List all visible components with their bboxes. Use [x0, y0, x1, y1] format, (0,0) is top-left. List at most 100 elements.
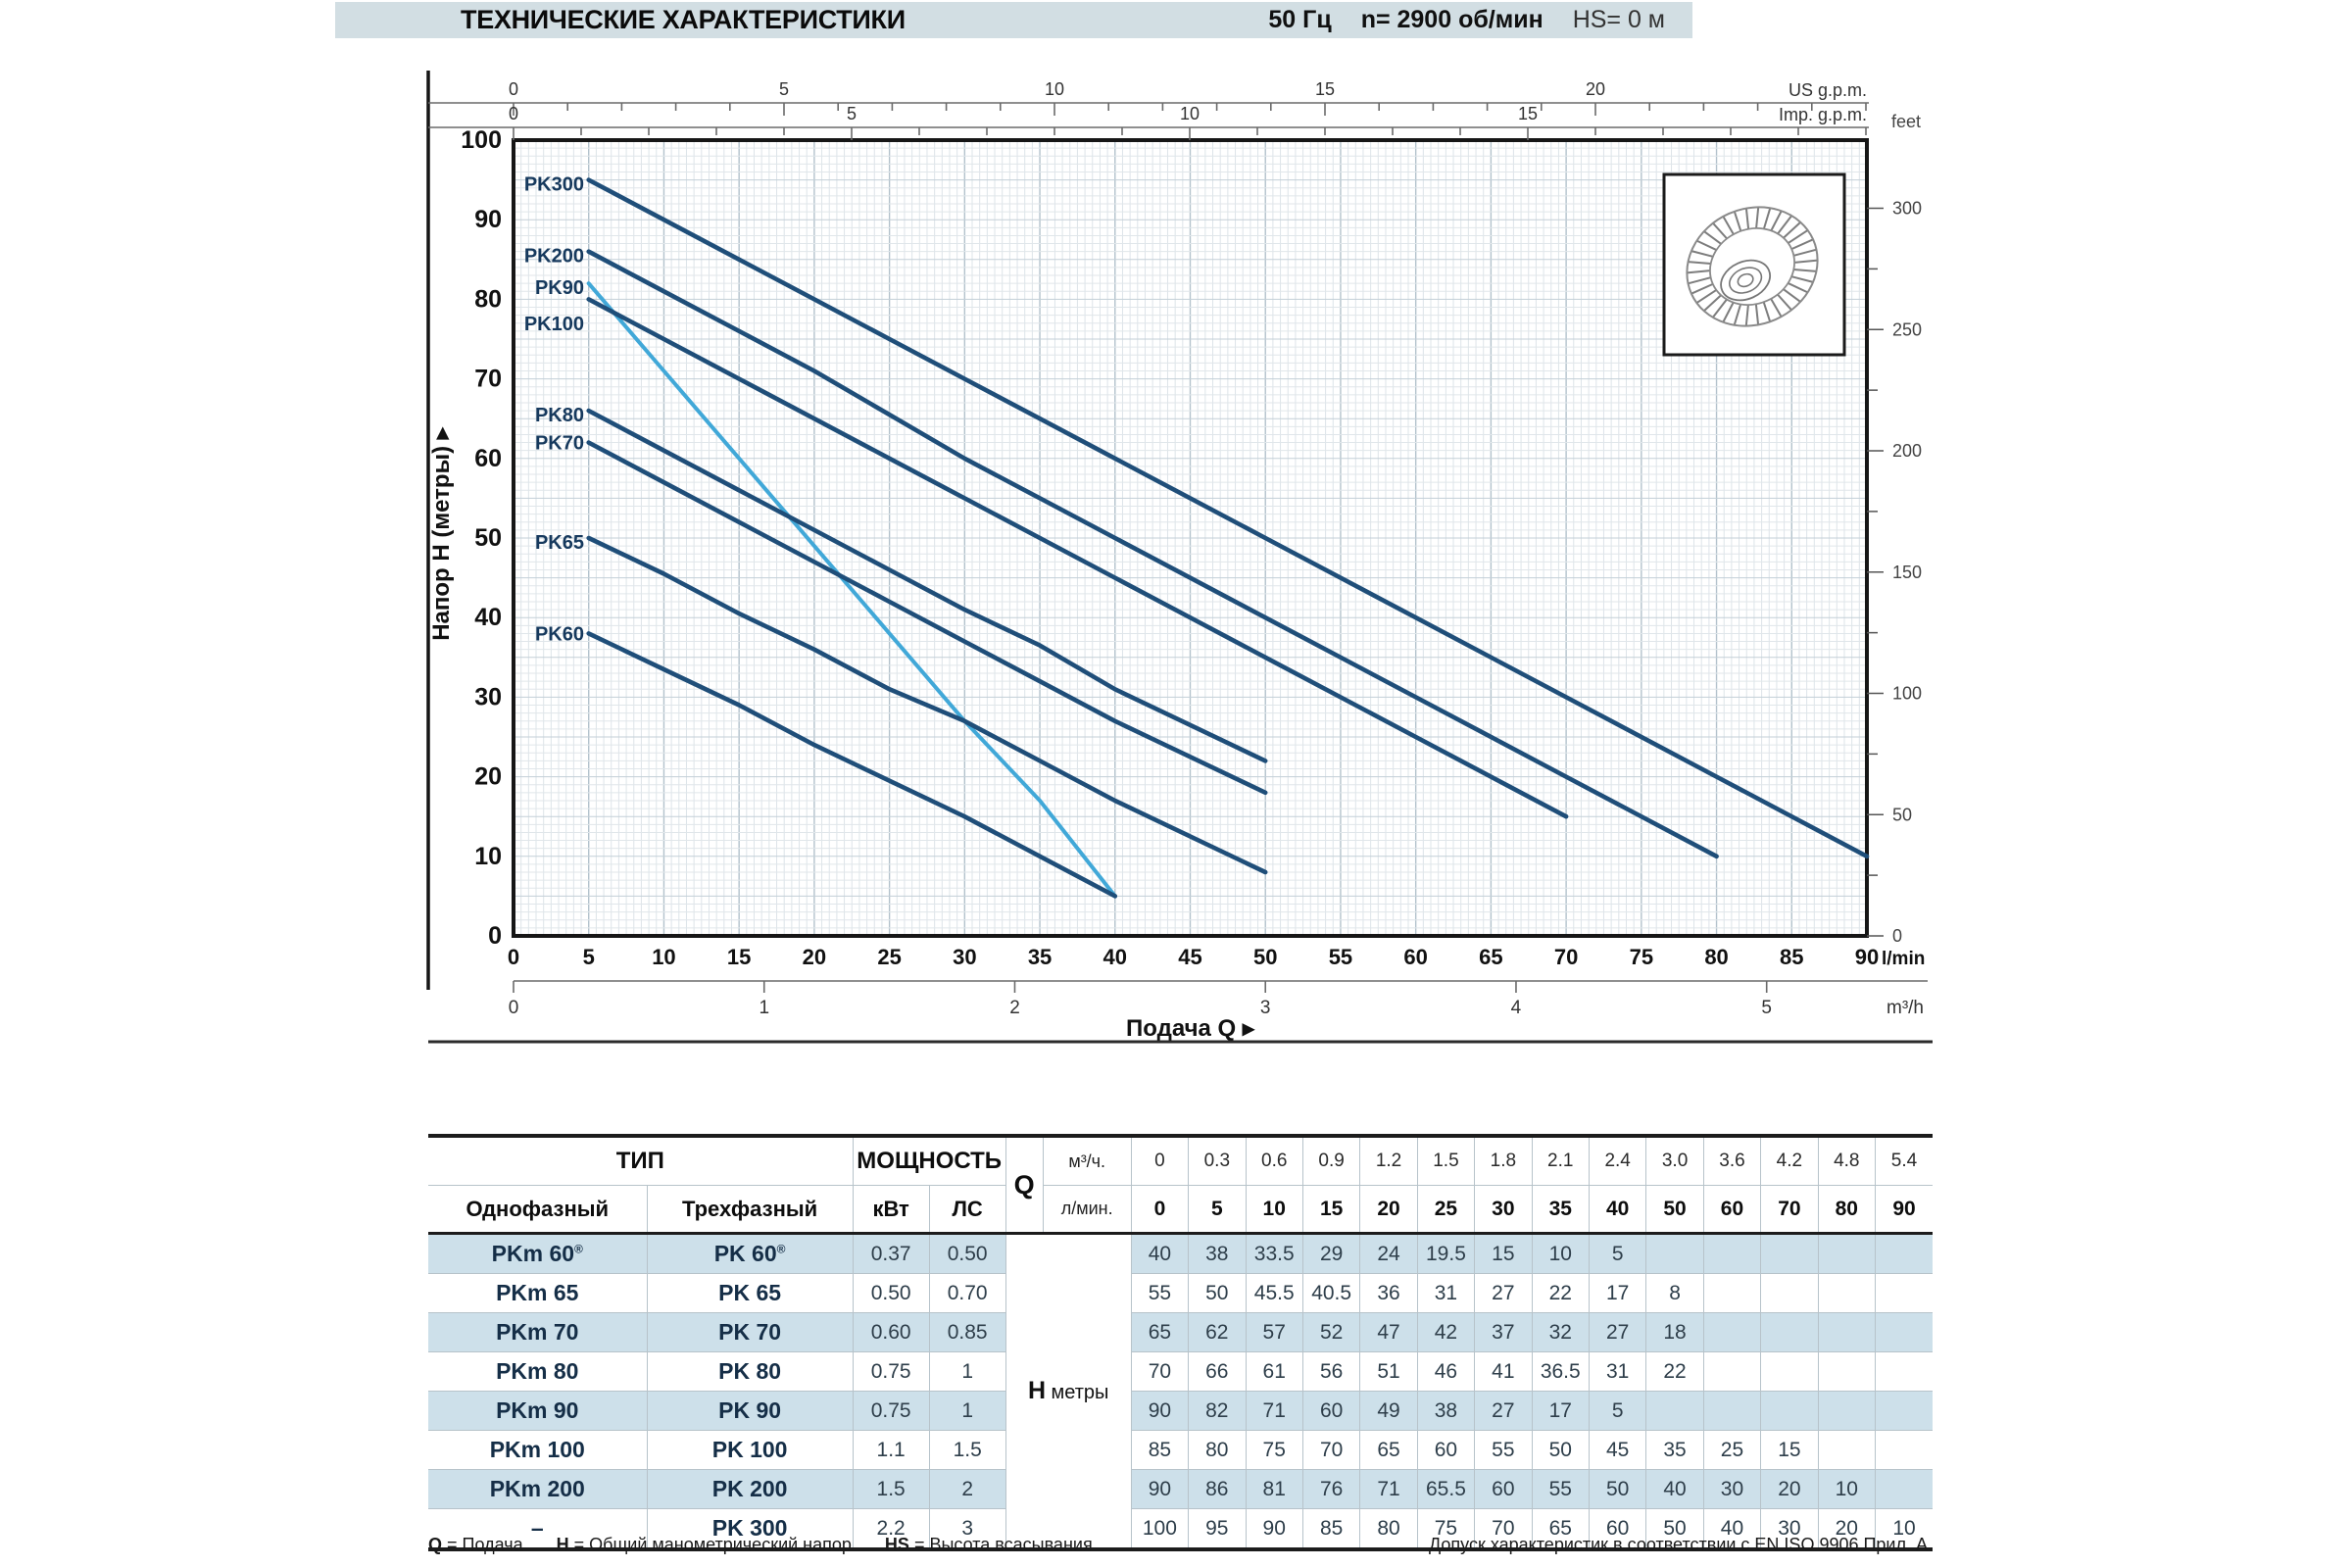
col-header-power: МОЩНОСТЬ: [852, 1136, 1006, 1186]
chart-element: [1744, 208, 1750, 229]
legend-hs-text: = Высота всасывания: [913, 1535, 1093, 1554]
head-value: [1702, 1233, 1761, 1274]
chart-element: [1686, 206, 1819, 327]
curve-label-PK70: PK70: [535, 433, 584, 455]
head-value: 57: [1245, 1312, 1303, 1352]
head-value: 70: [1301, 1430, 1360, 1470]
chart-element: [1690, 282, 1714, 295]
chart-element: [1790, 238, 1814, 251]
table-row: PKm 65 PK 65 0.50 0.70 55 50 45.5 40.5 36 31 27 22 1…: [428, 1273, 1933, 1313]
curve-PK100: [586, 297, 1569, 819]
curve-PK90: [586, 281, 1117, 899]
chart-element: [1703, 294, 1722, 312]
chart-text: 5: [847, 104, 857, 123]
table-row: PKm 60® PK 60® 0.37 0.50 H метры 40 38 33.5 29 24…: [428, 1233, 1933, 1549]
chart-element: [1690, 250, 1714, 258]
head-value: 56: [1301, 1351, 1360, 1392]
pump-model-single: –: [428, 1508, 648, 1549]
q-m3h-value: 0.6: [1245, 1136, 1303, 1186]
head-value: 81: [1245, 1469, 1303, 1509]
pump-model-three: PK 90: [646, 1391, 854, 1431]
head-value: 38: [1416, 1391, 1475, 1431]
head-value: 10: [1874, 1508, 1933, 1549]
chart-element: [1733, 304, 1742, 325]
head-value: 50: [1188, 1273, 1247, 1313]
q-m3h-value: 2.4: [1588, 1136, 1646, 1186]
head-value: 65: [1531, 1508, 1590, 1549]
head-value: 8: [1645, 1273, 1704, 1313]
curve-label-PK300: PK300: [524, 174, 584, 196]
head-value: [1760, 1233, 1819, 1274]
chart-element: [1793, 248, 1817, 257]
head-value: 15: [1474, 1233, 1533, 1274]
chart-element: [1777, 215, 1792, 235]
head-value: 33.5: [1245, 1233, 1303, 1274]
q-m3h-value: 3.6: [1702, 1136, 1761, 1186]
head-value: 40: [1130, 1233, 1189, 1274]
power-kw: 0.75: [852, 1351, 930, 1392]
head-value: 75: [1245, 1430, 1303, 1470]
chart-text: 0: [509, 104, 518, 123]
chart-text: Подача Q ▸: [1126, 1015, 1255, 1042]
head-value: [1702, 1351, 1761, 1392]
head-value: 10: [1817, 1469, 1876, 1509]
chart-text: US g.p.m.: [1788, 80, 1867, 100]
q-lmin-value: 70: [1760, 1185, 1819, 1234]
head-value: 31: [1416, 1273, 1475, 1313]
speed-value: n= 2900 об/мин: [1360, 6, 1544, 33]
head-value: 82: [1188, 1391, 1247, 1431]
col-header-single-phase: Однофазный: [428, 1185, 648, 1234]
chart-text: 20: [803, 945, 826, 969]
head-value: 85: [1130, 1430, 1189, 1470]
head-value: [1874, 1233, 1933, 1274]
head-value: 15: [1760, 1430, 1819, 1470]
curve-label-PK90: PK90: [535, 277, 584, 299]
chart-element: [1777, 293, 1792, 311]
head-value: 5: [1588, 1233, 1646, 1274]
head-value: 17: [1588, 1273, 1646, 1313]
q-lmin-value: 0: [1130, 1185, 1189, 1234]
chart-text: 0: [508, 945, 519, 969]
col-header-kw: кВт: [852, 1185, 930, 1234]
head-value: [1874, 1351, 1933, 1392]
head-value: [1817, 1430, 1876, 1470]
head-value: 37: [1474, 1312, 1533, 1352]
q-m3h-value: 4.8: [1817, 1136, 1876, 1186]
head-value: 30: [1702, 1469, 1761, 1509]
chart-text: 200: [1892, 441, 1922, 461]
power-kw: 1.1: [852, 1430, 930, 1470]
chart-element: [1788, 229, 1809, 244]
chart-text: 75: [1630, 945, 1653, 969]
head-value: 50: [1588, 1469, 1646, 1509]
chart-element: [1793, 259, 1818, 264]
chart-text: 300: [1892, 199, 1922, 219]
curve-PK300: [586, 177, 1870, 859]
legend-q-text: = Подача: [447, 1535, 523, 1554]
chart-text: 15: [727, 945, 751, 969]
chart-text: 35: [1028, 945, 1052, 969]
head-value: [1760, 1312, 1819, 1352]
legend-hs-symbol: HS: [884, 1535, 909, 1554]
curve-PK200: [586, 249, 1719, 859]
chart-element: [1788, 282, 1809, 294]
head-value: [1645, 1233, 1704, 1274]
page-title: ТЕХНИЧЕСКИЕ ХАРАКТЕРИСТИКИ: [461, 5, 906, 34]
head-value: 35: [1645, 1430, 1704, 1470]
pump-model-single: PKm 80: [428, 1351, 648, 1392]
head-value: [1874, 1391, 1933, 1431]
head-value: 90: [1245, 1508, 1303, 1549]
head-value: [1874, 1469, 1933, 1509]
head-value: 65: [1130, 1312, 1189, 1352]
head-value: 27: [1588, 1312, 1646, 1352]
head-value: 20: [1760, 1469, 1819, 1509]
head-value: 65.5: [1416, 1469, 1475, 1509]
chart-text: 3: [1260, 998, 1271, 1018]
head-value: 75: [1416, 1508, 1475, 1549]
power-kw: 0.60: [852, 1312, 930, 1352]
head-value: 50: [1645, 1508, 1704, 1549]
head-value: 49: [1359, 1391, 1418, 1431]
chart-element: [1712, 222, 1728, 240]
head-value: 60: [1474, 1469, 1533, 1509]
head-value: 50: [1531, 1430, 1590, 1470]
curve-label-PK65: PK65: [535, 532, 584, 554]
